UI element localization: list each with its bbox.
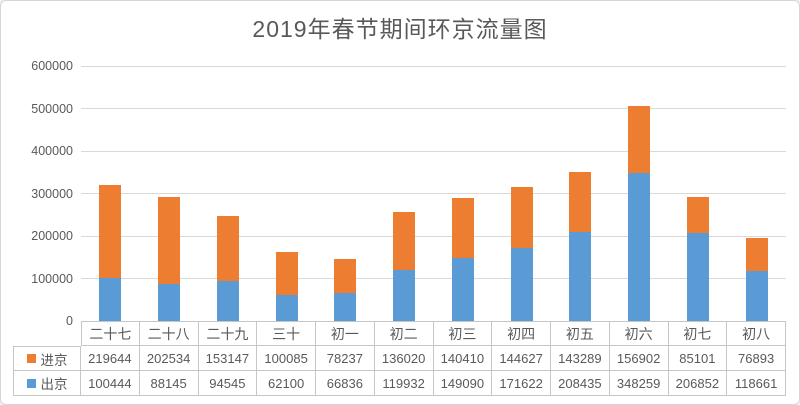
y-axis-tick-label: 600000 [31, 59, 73, 73]
bar-segment-进京 [334, 259, 357, 293]
table-header-cell: 初四 [492, 321, 551, 346]
table-header-cell: 初一 [316, 321, 375, 346]
bar-segment-出京 [99, 278, 122, 321]
table-header-cell: 二十九 [198, 321, 258, 346]
table-value-cell: 78237 [316, 346, 375, 371]
chart-title: 2019年春节期间环京流量图 [252, 16, 548, 42]
table-value-cell: 88145 [139, 371, 199, 396]
table-value-cell: 206852 [668, 371, 728, 396]
y-axis-tick-label: 0 [66, 314, 73, 328]
gridline [81, 108, 786, 109]
table-header-cell: 初二 [374, 321, 434, 346]
table-value-cell: 149090 [433, 371, 493, 396]
table-value-cell: 118661 [727, 371, 786, 396]
table-header-cell: 二十七 [81, 321, 140, 346]
table-header-cell: 初三 [433, 321, 493, 346]
gridline [81, 278, 786, 279]
bar-segment-出京 [628, 172, 651, 321]
table-value-cell: 348259 [609, 371, 669, 396]
legend-cell: 出京 [13, 371, 81, 396]
bar-segment-进京 [275, 252, 298, 295]
bar-segment-出京 [275, 294, 298, 321]
table-value-cell: 94545 [198, 371, 258, 396]
table-value-cell: 62100 [257, 371, 316, 396]
table-value-cell: 153147 [198, 346, 258, 371]
bar-segment-出京 [216, 280, 239, 321]
bar-segment-出京 [334, 292, 357, 321]
bar-segment-进京 [686, 196, 709, 234]
bar-segment-进京 [569, 171, 592, 233]
table-value-cell: 136020 [374, 346, 434, 371]
legend-cell: 进京 [13, 346, 81, 371]
table-header-cell: 初七 [668, 321, 728, 346]
y-axis-tick-label: 100000 [31, 271, 73, 286]
table-value-cell: 66836 [316, 371, 375, 396]
table-value-cell: 76893 [727, 346, 786, 371]
y-axis-tick-label: 200000 [31, 229, 73, 243]
table-value-cell: 144627 [492, 346, 551, 371]
bar-segment-出京 [158, 283, 181, 321]
gridline [81, 150, 786, 152]
bar-segment-出京 [745, 270, 768, 321]
bar-segment-出京 [451, 257, 474, 321]
y-axis-tick-label: 300000 [31, 186, 73, 201]
bar-segment-进京 [216, 215, 239, 281]
table-header-cell: 二十八 [139, 321, 199, 346]
table-value-cell: 171622 [492, 371, 551, 396]
gridline [81, 193, 786, 194]
table-value-cell: 100085 [257, 346, 316, 371]
bar-segment-进京 [158, 197, 181, 284]
gridline [81, 235, 786, 237]
table-value-cell: 156902 [609, 346, 669, 371]
bar-segment-进京 [745, 237, 768, 271]
bar-segment-进京 [451, 197, 474, 258]
table-value-cell: 85101 [668, 346, 728, 371]
table-value-cell: 140410 [433, 346, 493, 371]
table-value-cell: 208435 [551, 371, 610, 396]
bar-segment-出京 [686, 233, 709, 321]
legend-label: 进京 [40, 352, 68, 368]
table-value-cell: 143289 [551, 346, 610, 371]
table-header-cell: 初五 [551, 321, 610, 346]
y-axis-tick-label: 400000 [31, 144, 73, 158]
bar-segment-进京 [393, 212, 416, 271]
table-value-cell: 119932 [374, 371, 434, 396]
table-header-cell: 初六 [609, 321, 669, 346]
bar-segment-进京 [510, 186, 533, 249]
table-value-cell: 219644 [81, 346, 140, 371]
table-header-cell: 三十 [257, 321, 316, 346]
y-axis-tick-label: 500000 [31, 101, 73, 116]
table-header-cell: 初八 [727, 321, 786, 346]
bar-segment-进京 [99, 184, 122, 279]
gridline [81, 65, 786, 67]
bar-segment-进京 [628, 106, 651, 173]
bar-segment-出京 [510, 248, 533, 321]
legend-swatch-进京 [26, 354, 36, 363]
table-value-cell: 100444 [81, 371, 140, 396]
legend-swatch-出京 [26, 378, 36, 388]
bar-segment-出京 [393, 270, 416, 321]
bar-segment-出京 [569, 232, 592, 321]
legend-label: 出京 [40, 377, 68, 392]
table-value-cell: 202534 [139, 346, 199, 371]
